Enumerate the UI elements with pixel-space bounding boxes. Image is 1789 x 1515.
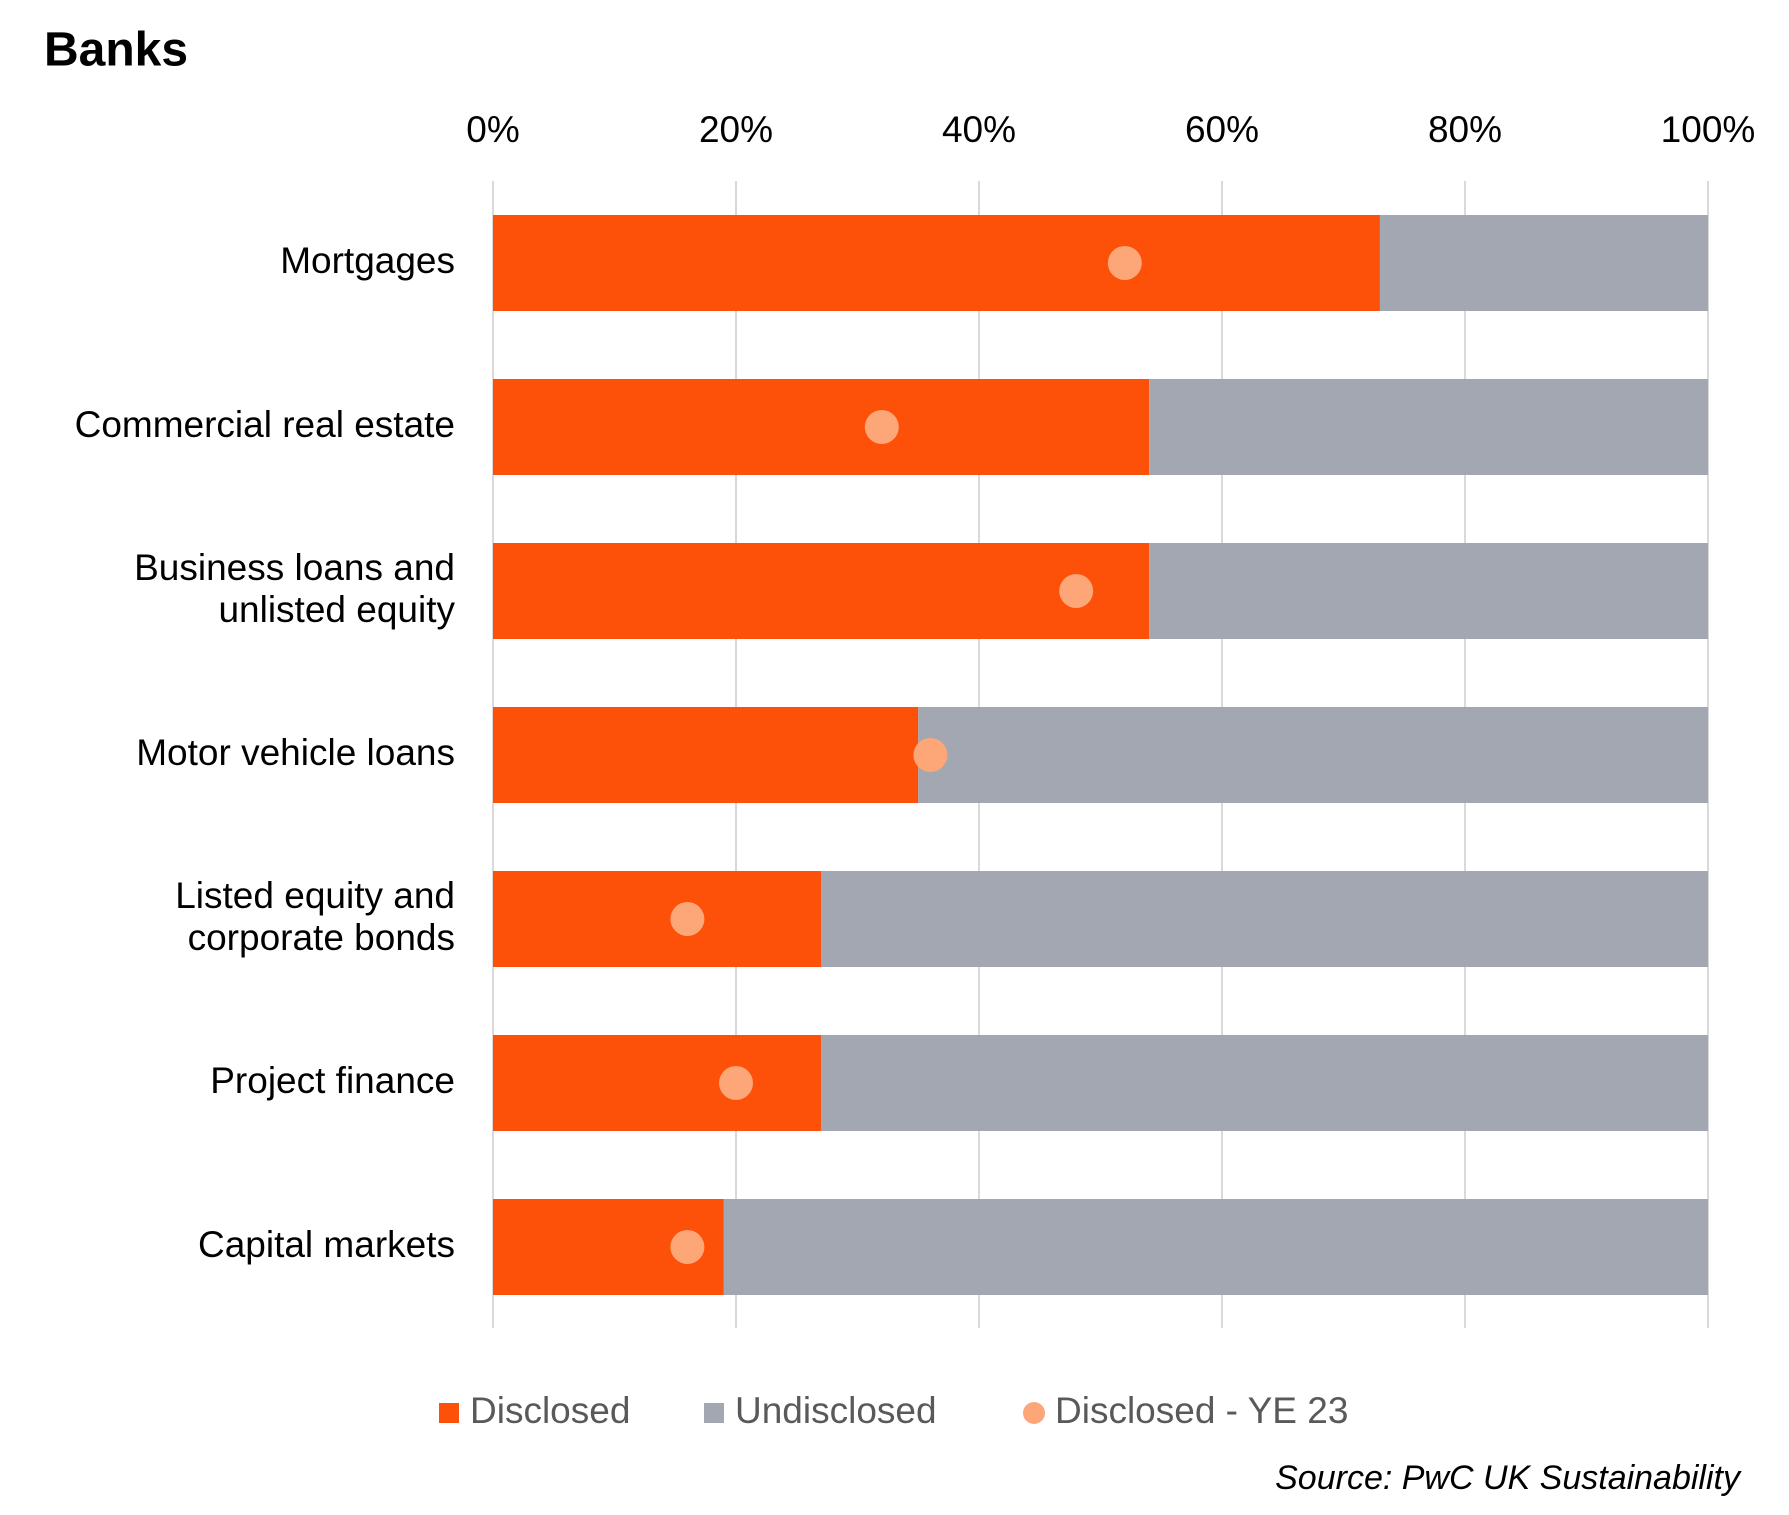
dot (913, 738, 948, 772)
x-tick-label: 100% (1661, 109, 1756, 150)
bar (821, 871, 1708, 967)
chart-title: Banks (44, 24, 188, 77)
y-tick-label: Motor vehicle loans (136, 732, 455, 773)
legend-marker (439, 1403, 459, 1423)
bar (493, 215, 1380, 311)
x-tick-label: 0% (466, 109, 519, 150)
legend-label: Undisclosed (735, 1390, 937, 1431)
bar (1149, 379, 1708, 475)
y-tick-label: Mortgages (280, 240, 455, 281)
dot (1059, 574, 1094, 608)
bar (493, 543, 1150, 639)
x-tick-label: 40% (942, 109, 1016, 150)
y-tick-label: Listed equity and corporate bonds (175, 875, 455, 958)
bar (493, 1035, 822, 1131)
x-tick-label: 20% (699, 109, 773, 150)
dot (719, 1066, 753, 1100)
bar (493, 707, 919, 803)
bar (723, 1199, 1708, 1295)
legend-label: Disclosed (470, 1390, 630, 1431)
bar (1149, 543, 1708, 639)
y-tick-label: Commercial real estate (75, 404, 455, 445)
legend-label: Disclosed - YE 23 (1055, 1390, 1348, 1431)
dot (670, 1230, 705, 1264)
bar (821, 1035, 1708, 1131)
bar (493, 379, 1150, 475)
legend-marker (1023, 1402, 1045, 1424)
dot (864, 410, 899, 444)
bar (918, 707, 1708, 803)
y-tick-label: Project finance (210, 1060, 455, 1101)
x-tick-label: 60% (1185, 109, 1259, 150)
y-tick-label: Business loans and unlisted equity (134, 547, 455, 630)
x-tick-label: 80% (1428, 109, 1502, 150)
bar (493, 871, 822, 967)
dot (1107, 246, 1142, 280)
bar (1379, 215, 1708, 311)
source: Source: PwC UK Sustainability (1275, 1459, 1742, 1497)
legend-marker (704, 1403, 724, 1423)
dot (670, 902, 705, 936)
y-tick-label: Capital markets (198, 1224, 455, 1265)
